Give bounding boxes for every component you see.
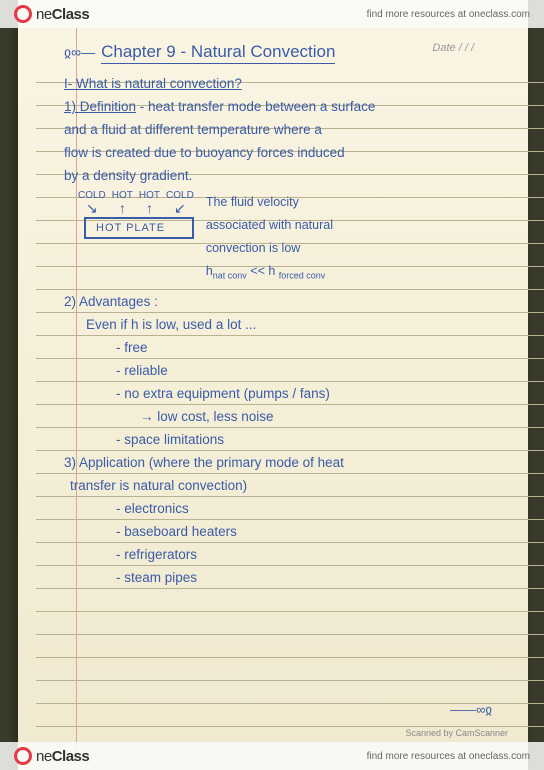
definition-line: 1) Definition - heat transfer mode betwe…: [64, 95, 514, 118]
side-line-2: associated with natural: [206, 214, 333, 237]
definition-body-1: - heat transfer mode between a surface: [136, 99, 375, 114]
section2-heading: 2) Advantages :: [64, 290, 514, 313]
h-nat: h: [206, 264, 213, 278]
side-line-4: hnat conv << h forced conv: [206, 260, 333, 288]
definition-label: 1) Definition: [64, 99, 136, 114]
section3-heading-2: transfer is natural convection): [64, 474, 514, 497]
arrow-label-cold-l: COLD↘: [78, 191, 106, 215]
definition-body-4: by a density gradient.: [64, 164, 514, 187]
decoration-right: ——∞ჲ: [450, 702, 492, 718]
adv-item-4: - space limitations: [64, 428, 514, 451]
section2-intro: Even if h is low, used a lot ...: [64, 313, 514, 336]
arrow-label-cold-r: COLD↙: [166, 191, 194, 215]
hot-plate-box: HOT PLATE: [84, 217, 194, 239]
app-item-3: - refrigerators: [64, 543, 514, 566]
tagline-bottom[interactable]: find more resources at oneclass.com: [367, 751, 530, 762]
side-line-3: convection is low: [206, 237, 333, 260]
top-brand-bar: neClass find more resources at oneclass.…: [0, 0, 544, 28]
adv-item-1: - free: [64, 336, 514, 359]
chapter-title: Chapter 9 - Natural Convection: [101, 40, 335, 64]
oneclass-logo[interactable]: neClass: [14, 5, 89, 23]
note-content: Date / / / ჲ∞—Chapter 9 - Natural Convec…: [44, 8, 514, 589]
notebook-page: Date / / / ჲ∞—Chapter 9 - Natural Convec…: [18, 0, 528, 770]
adv-item-3b: → low cost, less noise: [64, 405, 514, 428]
h-forced: h: [268, 264, 275, 278]
bottom-brand-bar: neClass find more resources at oneclass.…: [0, 742, 544, 770]
hot-plate-diagram: COLD↘ HOT↑ HOT↑ COLD↙ HOT PLATE: [84, 191, 194, 288]
diagram-arrows: COLD↘ HOT↑ HOT↑ COLD↙: [78, 191, 194, 215]
definition-body-2: and a fluid at different temperature whe…: [64, 118, 514, 141]
h-nat-sub: nat conv: [213, 271, 247, 281]
oneclass-logo-bottom[interactable]: neClass: [14, 747, 89, 765]
tagline-top[interactable]: find more resources at oneclass.com: [367, 9, 530, 20]
logo-text-bottom: neClass: [36, 748, 89, 765]
section3-heading: 3) Application (where the primary mode o…: [64, 451, 514, 474]
arrow-label-hot-l: HOT↑: [112, 191, 133, 215]
logo-text: neClass: [36, 6, 89, 23]
app-item-1: - electronics: [64, 497, 514, 520]
diagram-side-text: The fluid velocity associated with natur…: [206, 191, 333, 288]
scanner-watermark: Scanned by CamScanner: [405, 728, 508, 738]
arrow-label-hot-r: HOT↑: [139, 191, 160, 215]
inequality: <<: [247, 264, 269, 278]
section1-heading: I- What is natural convection?: [64, 72, 514, 95]
app-item-2: - baseboard heaters: [64, 520, 514, 543]
diagram-row: COLD↘ HOT↑ HOT↑ COLD↙ HOT PLATE The flui…: [84, 191, 514, 288]
side-line-1: The fluid velocity: [206, 191, 333, 214]
definition-body-3: flow is created due to buoyancy forces i…: [64, 141, 514, 164]
decoration-left: ჲ∞—: [64, 44, 95, 60]
h-forced-sub: forced conv: [279, 271, 326, 281]
logo-o-icon-bottom: [14, 747, 32, 765]
logo-o-icon: [14, 5, 32, 23]
adv-item-2: - reliable: [64, 359, 514, 382]
app-item-4: - steam pipes: [64, 566, 514, 589]
adv-item-3: - no extra equipment (pumps / fans): [64, 382, 514, 405]
